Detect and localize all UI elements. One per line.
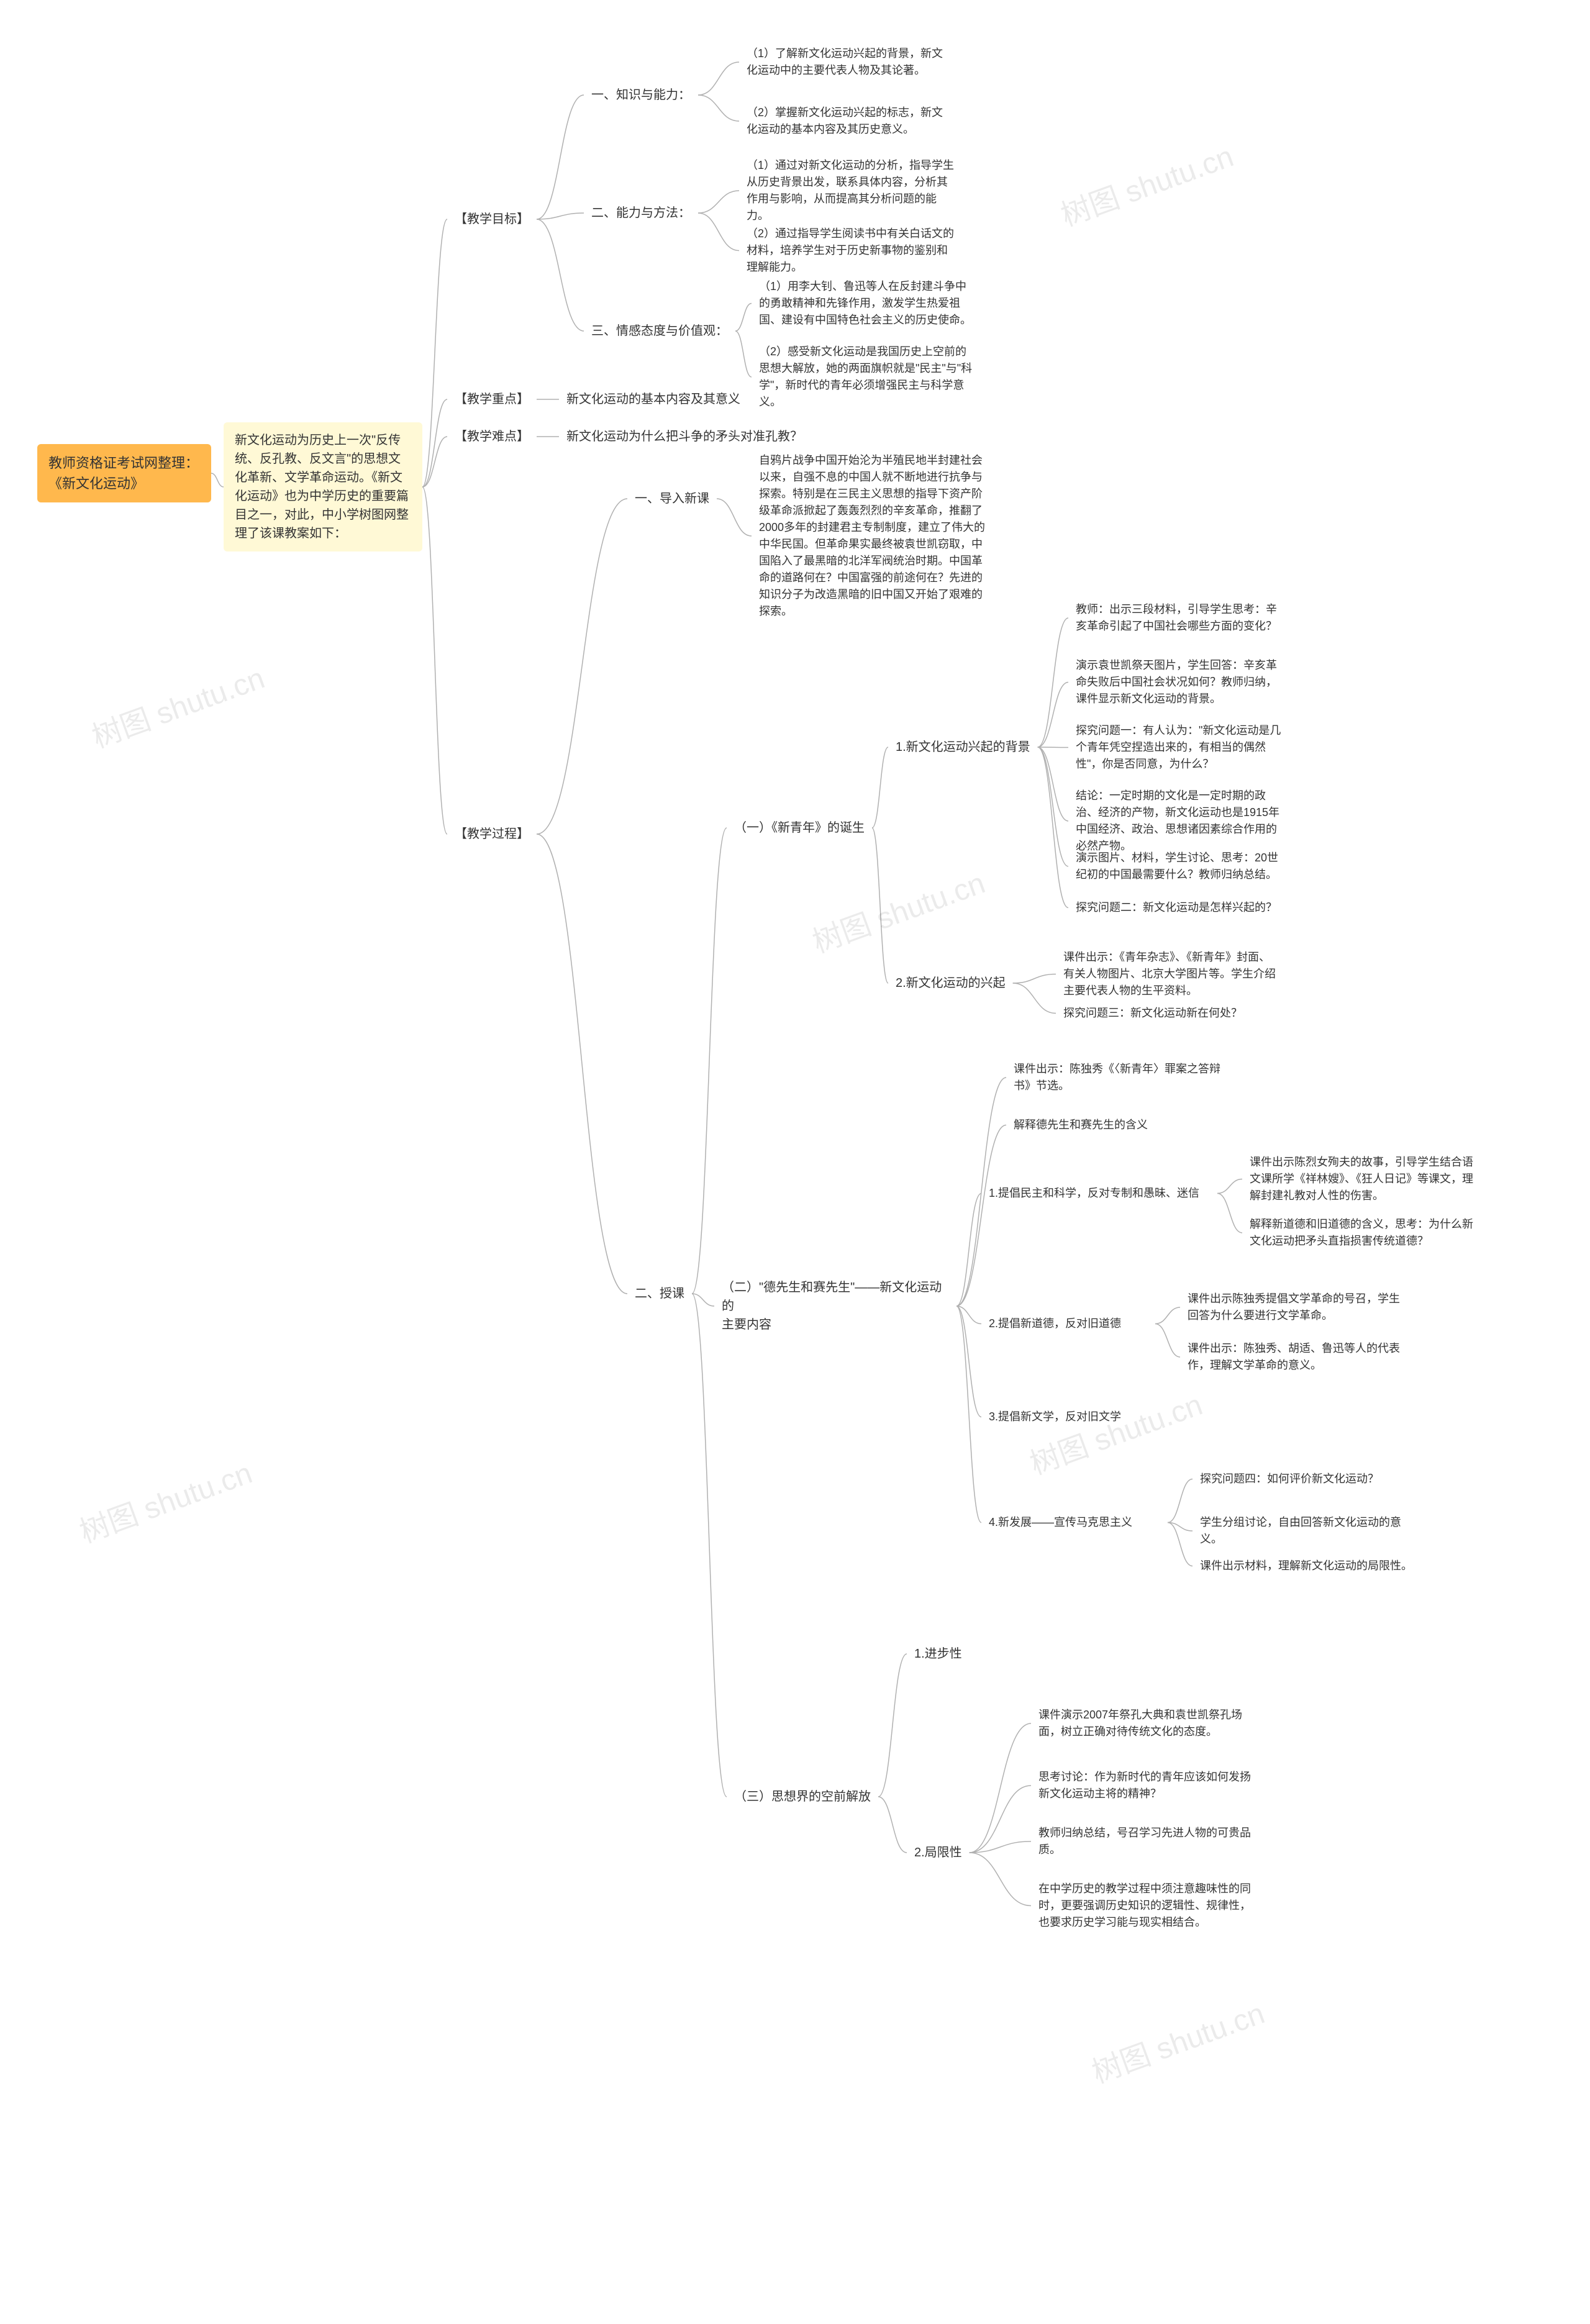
- goals-ability-2: （2）通过指导学生阅读书中有关白话文的材料，培养学生对于历史新事物的鉴别和理解能…: [739, 220, 963, 281]
- goals-values-2: （2）感受新文化运动是我国历史上空前的思想大解放，她的两面旗帜就是"民主"与"科…: [752, 338, 981, 415]
- root-line1: 教师资格证考试网整理：: [48, 455, 199, 471]
- goals-ability-1: （1）通过对新文化运动的分析，指导学生从历史背景出发，联系具体内容，分析其作用与…: [739, 152, 963, 229]
- section-process: 【教学过程】: [447, 820, 537, 848]
- lim-item-2: 教师归纳总结，号召学习先进人物的可贵品质。: [1031, 1820, 1267, 1863]
- goals-ability: 二、能力与方法：: [584, 199, 698, 227]
- p4-item-2: 课件出示材料，理解新文化运动的局限性。: [1192, 1553, 1429, 1579]
- goals-knowledge-1: （1）了解新文化运动兴起的背景，新文化运动中的主要代表人物及其论著。: [739, 40, 950, 84]
- content-p2: 2.提倡新道德，反对旧道德: [981, 1310, 1155, 1337]
- proc-intro-lesson: 一、导入新课: [627, 484, 717, 513]
- p1-item-1: 解释新道德和旧道德的含义，思考：为什么新文化运动把矛头直指损害传统道德？: [1242, 1211, 1491, 1255]
- section-diff: 【教学难点】: [447, 422, 537, 451]
- content-p4: 4.新发展——宣传马克思主义: [981, 1509, 1168, 1536]
- watermark: 树图 shutu.cn: [85, 653, 270, 756]
- lib-adv: 1.进步性: [907, 1640, 970, 1668]
- section-focus: 【教学重点】: [447, 385, 537, 414]
- goals-values: 三、情感态度与价值观：: [584, 317, 735, 345]
- watermark: 树图 shutu.cn: [1085, 1989, 1270, 2091]
- watermark: 树图 shutu.cn: [806, 858, 990, 961]
- teach-content: （二）"德先生和赛先生"——新文化运动的 主要内容: [714, 1273, 956, 1339]
- bg-item-2: 探究问题一：有人认为："新文化运动是几个青年凭空捏造出来的，有相当的偶然性"，你…: [1068, 717, 1292, 778]
- proc-intro-text: 自鸦片战争中国开始沦为半殖民地半封建社会以来，自强不息的中国人就不断地进行抗争与…: [752, 447, 994, 625]
- rise-item-1: 探究问题三：新文化运动新在何处？: [1056, 1000, 1279, 1027]
- watermark: 树图 shutu.cn: [73, 1448, 257, 1551]
- bg-item-1: 演示袁世凯祭天图片，学生回答：辛亥革命失败后中国社会状况如何？教师归纳，课件显示…: [1068, 652, 1292, 712]
- teach-liberation: （三）思想界的空前解放: [727, 1782, 878, 1811]
- p4-item-1: 学生分组讨论，自由回答新文化运动的意义。: [1192, 1509, 1429, 1553]
- intro-text: 新文化运动为历史上一次"反传统、反孔教、反文言"的思想文化革新、文学革命运动。《…: [235, 433, 409, 540]
- section-goals: 【教学目标】: [447, 205, 537, 234]
- bg-item-0: 教师：出示三段材料，引导学生思考：辛亥革命引起了中国社会哪些方面的变化？: [1068, 596, 1292, 640]
- p1-item-0: 课件出示陈烈女殉夫的故事，引导学生结合语文课所学《祥林嫂》、《狂人日记》等课文，…: [1242, 1149, 1491, 1209]
- content-p0b: 解释德先生和赛先生的含义: [1006, 1112, 1192, 1138]
- intro-node: 新文化运动为历史上一次"反传统、反孔教、反文言"的思想文化革新、文学革命运动。《…: [224, 422, 422, 551]
- proc-teach: 二、授课: [627, 1279, 692, 1308]
- focus-text: 新文化运动的基本内容及其意义: [559, 385, 748, 414]
- content-p1: 1.提倡民主和科学，反对专制和愚昧、迷信: [981, 1180, 1217, 1207]
- rise-item-0: 课件出示：《青年杂志》、《新青年》封面、有关人物图片、北京大学图片等。学生介绍主…: [1056, 944, 1286, 1004]
- birth-bg: 1.新文化运动兴起的背景: [888, 733, 1038, 761]
- teach-birth: （一）《新青年》的诞生: [727, 814, 872, 842]
- p2-item-1: 课件出示：陈独秀、胡适、鲁迅等人的代表作，理解文学革命的意义。: [1180, 1335, 1416, 1379]
- root-node: 教师资格证考试网整理： 《新文化运动》: [37, 444, 211, 502]
- root-line2: 《新文化运动》: [48, 476, 144, 491]
- content-p3: 3.提倡新文学，反对旧文学: [981, 1404, 1155, 1430]
- goals-knowledge: 一、知识与能力：: [584, 81, 698, 109]
- watermark: 树图 shutu.cn: [1054, 132, 1238, 234]
- lim-item-1: 思考讨论：作为新时代的青年应该如何发扬新文化运动主将的精神？: [1031, 1764, 1267, 1807]
- lim-item-0: 课件演示2007年祭孔大典和袁世凯祭孔场面，树立正确对待传统文化的态度。: [1031, 1702, 1267, 1745]
- p2-item-0: 课件出示陈独秀提倡文学革命的号召，学生回答为什么要进行文学革命。: [1180, 1286, 1416, 1329]
- goals-knowledge-2: （2）掌握新文化运动兴起的标志，新文化运动的基本内容及其历史意义。: [739, 99, 950, 143]
- p4-item-0: 探究问题四：如何评价新文化运动？: [1192, 1466, 1404, 1492]
- bg-item-5: 探究问题二：新文化运动是怎样兴起的？: [1068, 894, 1292, 921]
- lib-lim: 2.局限性: [907, 1838, 970, 1867]
- goals-values-1: （1）用李大钊、鲁迅等人在反封建斗争中的勇敢精神和先锋作用，激发学生热爱祖国、建…: [752, 273, 981, 334]
- birth-rise: 2.新文化运动的兴起: [888, 969, 1013, 997]
- lim-item-3: 在中学历史的教学过程中须注意趣味性的同时，更要强调历史知识的逻辑性、规律性，也要…: [1031, 1876, 1267, 1936]
- content-p0a: 课件出示：陈独秀《〈新青年〉罪案之答辩书》节选。: [1006, 1056, 1230, 1099]
- bg-item-4: 演示图片、材料，学生讨论、思考：20世纪初的中国最需要什么？教师归纳总结。: [1068, 845, 1292, 888]
- watermark: 树图 shutu.cn: [1023, 1380, 1207, 1482]
